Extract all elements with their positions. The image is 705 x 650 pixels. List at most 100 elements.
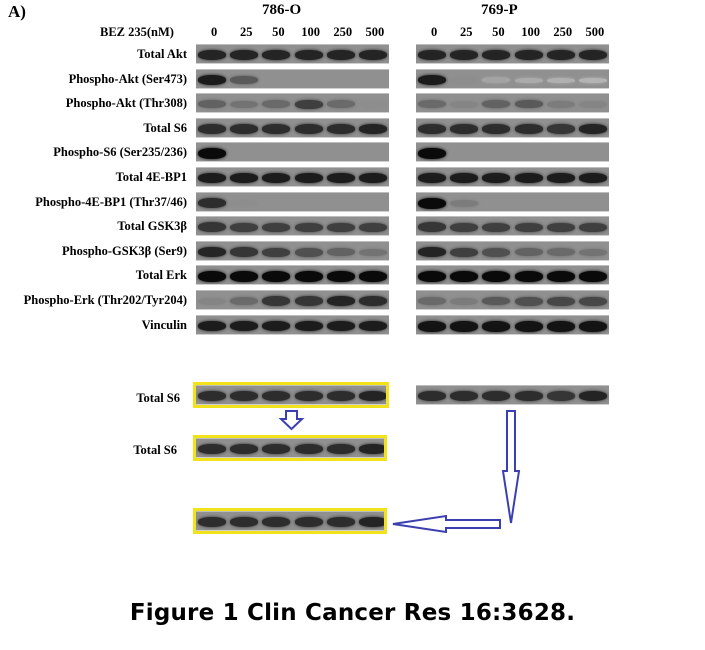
blot-band [262,517,291,527]
blot-band [262,271,291,282]
blot-band [578,50,607,60]
blot-band [230,247,259,257]
dose-label: 50 [492,25,505,39]
blot-band [358,173,387,183]
blot-band [326,50,355,60]
blot-band [514,391,543,401]
blot-band [230,101,259,108]
blot-band [294,223,323,232]
blot-band [326,517,355,527]
blot-band [294,173,323,183]
blot-band [450,321,479,332]
blot-band [546,248,575,256]
blot-row-label: Total S6 [143,121,187,135]
blot-band [262,321,291,331]
blot-band [198,391,227,401]
blot-band [326,223,355,232]
blot-band [578,271,607,282]
blot-band [482,391,511,401]
blot-band [262,100,291,108]
blot-band [546,391,575,401]
blot-band [358,321,387,331]
blot-band [358,50,387,60]
blot-band [326,173,355,183]
blot-band [230,50,259,60]
blot-strip-769p [416,167,609,187]
blot-band [326,100,355,108]
blot-band [418,100,447,108]
blot-band [230,173,259,183]
blot-band [294,321,323,331]
blot-band [418,173,447,183]
blot-row-label: Phospho-GSK3β (Ser9) [62,244,187,258]
blot-band [230,297,259,305]
blot-row-label: Phospho-Erk (Thr202/Tyr204) [23,293,187,307]
dose-label: 0 [430,25,438,39]
blot-band [418,247,447,257]
dose-label: 100 [521,25,540,39]
blot-band [198,100,227,108]
blot-band [450,391,479,401]
blot-strip-786o [196,241,389,261]
blot-band [546,271,575,282]
blot-band [546,124,575,134]
cell-line-title-786o: 786-O [262,2,302,18]
blot-band [326,391,355,401]
blot-band [482,77,511,83]
blot-band [514,100,543,108]
blot-band [578,173,607,183]
blot-band [546,78,575,83]
blot-strip-786o [196,265,389,285]
blot-band [230,124,259,134]
blot-strip-769p [416,315,609,335]
blot-band [482,321,511,332]
blot-band [578,297,607,306]
dose-label: 250 [553,25,573,39]
blot-band [450,223,479,232]
blot-band [358,296,387,306]
blot-strip-769p [416,241,609,261]
blot-band [418,124,447,134]
highlighted-strip-moved [193,508,387,534]
blot-strip-769p [416,216,609,236]
blot-row-label: Vinculin [141,318,187,332]
blot-band [326,444,355,454]
blot-band [358,101,387,108]
blot-band [358,223,387,232]
blot-band [294,124,323,134]
blot-band [482,248,511,257]
blot-strip-769p [416,69,609,89]
blot-band [450,248,479,257]
comparison-row-label: Total S6 [136,391,180,405]
blot-band [198,50,227,60]
blot-strip-786o [196,44,389,64]
blot-strip-786o [196,290,389,310]
blot-band [546,321,575,332]
blot-band [198,271,227,282]
comparison-row-label: Total S6 [133,443,177,457]
blot-band [198,222,227,232]
blot-row-label: Total Erk [135,268,187,282]
blot-band [546,297,575,306]
blot-band [482,223,511,232]
blot-band [262,50,291,60]
blot-band [514,271,543,282]
blot-band [230,517,259,527]
blot-strip-769p [416,265,609,285]
blot-band [230,200,259,207]
blot-band [482,173,511,183]
blot-band [482,297,511,305]
blot-band [418,297,447,305]
blot-band [514,50,543,60]
blot-band [262,223,291,232]
blot-strip-769p [416,93,609,113]
blot-row-label: Total 4E-BP1 [115,170,187,184]
blot-band [294,391,323,401]
blot-band [482,50,511,60]
left-arrow [392,514,501,534]
blot-band [262,391,291,401]
dose-label: 50 [272,25,285,39]
blot-band [482,100,511,108]
blot-band [450,173,479,183]
blot-band [450,200,479,207]
